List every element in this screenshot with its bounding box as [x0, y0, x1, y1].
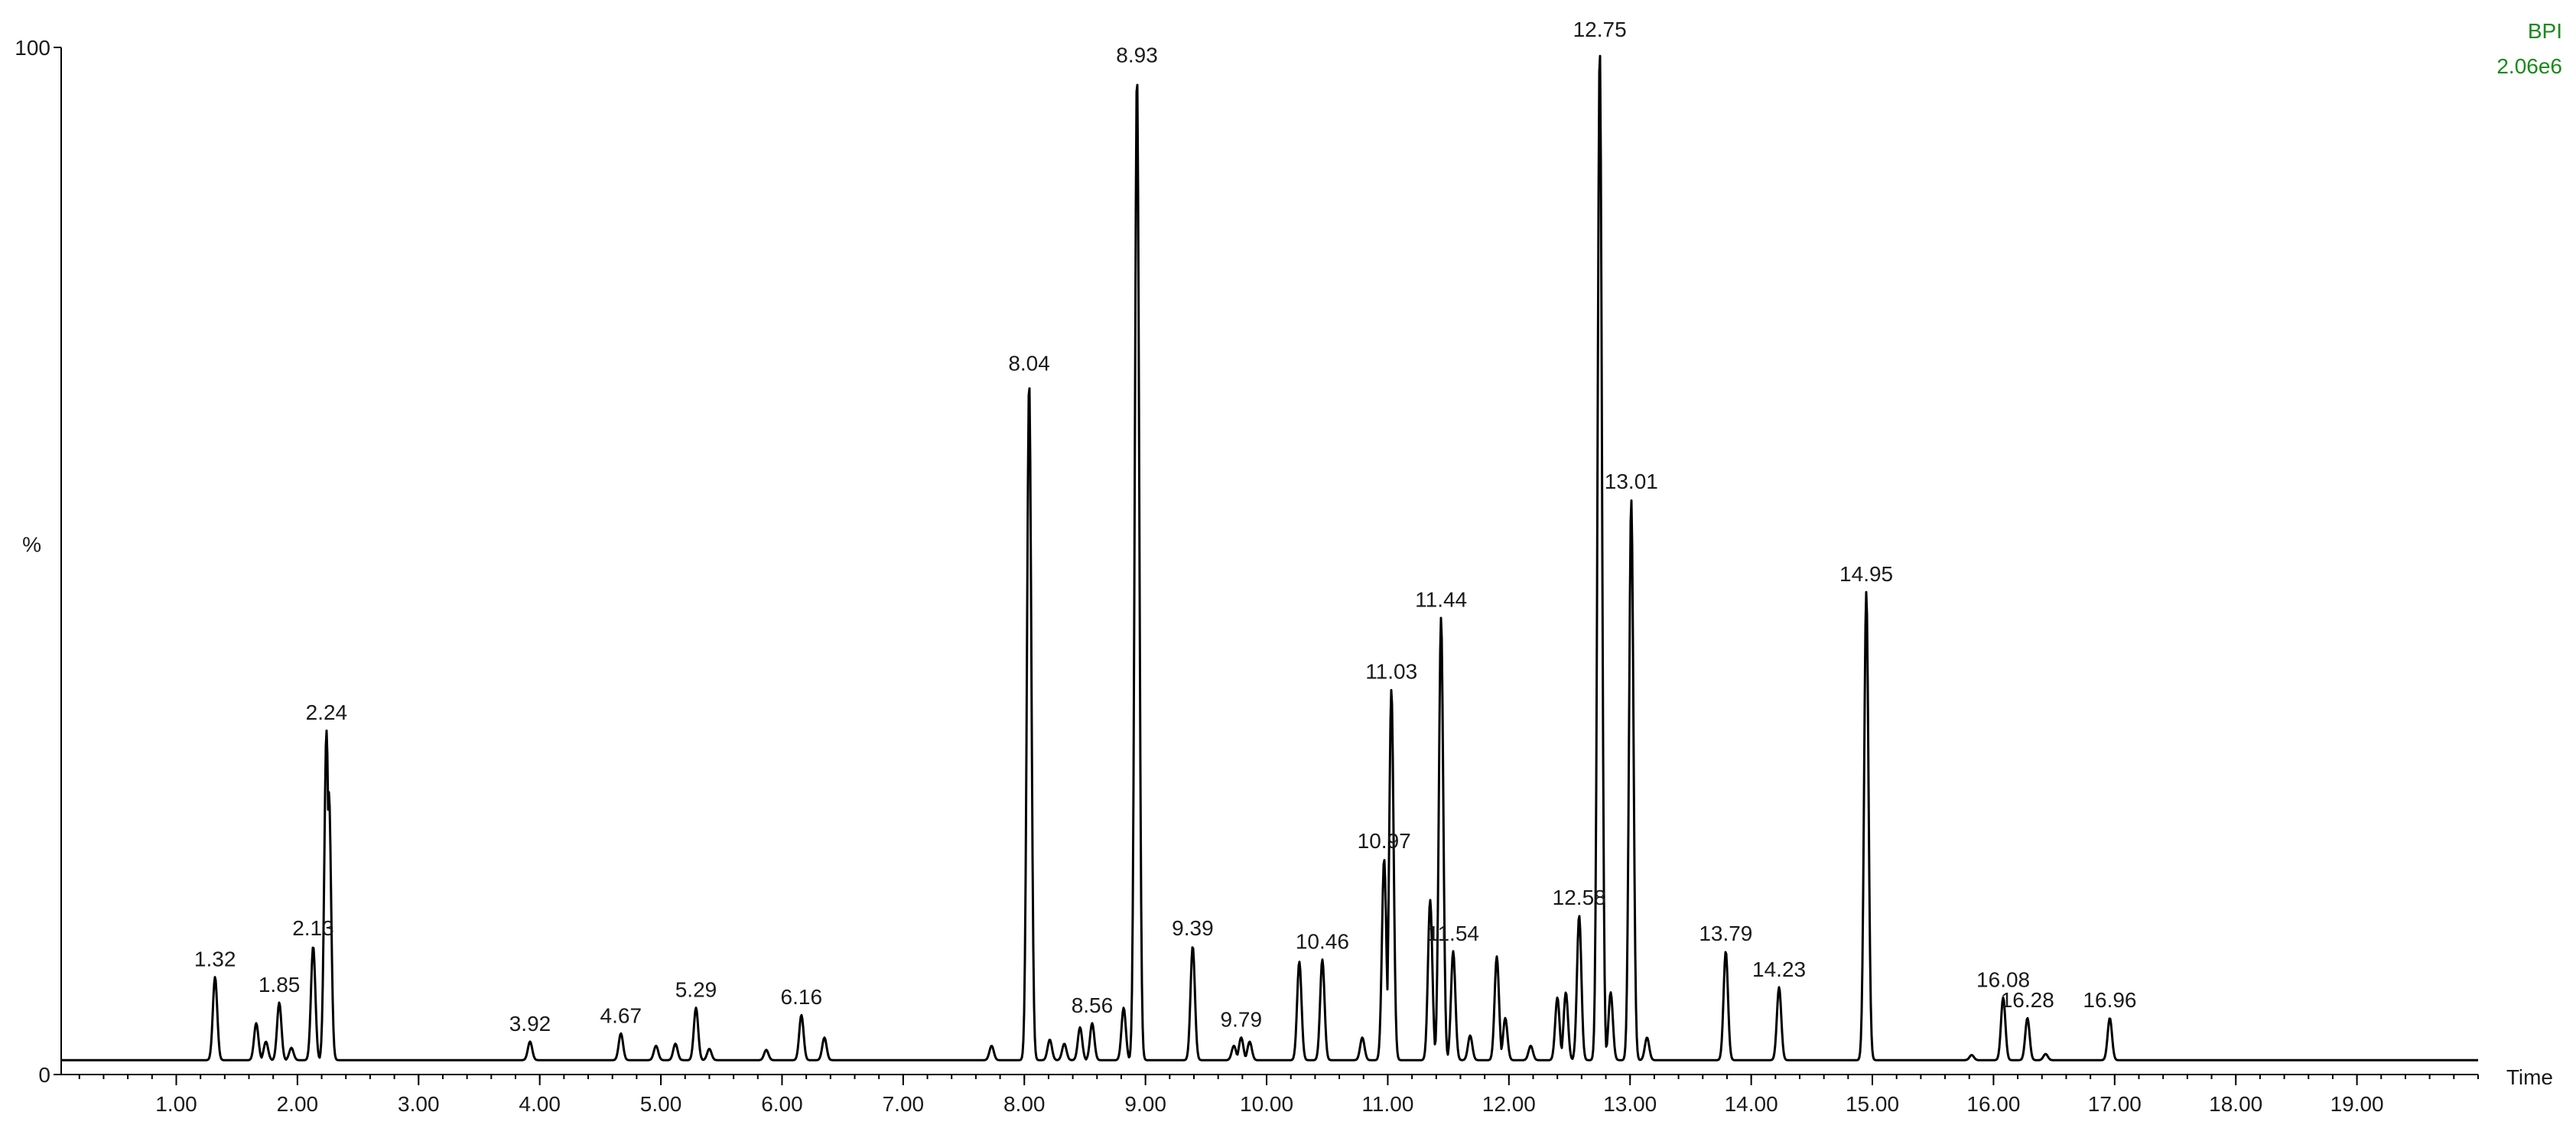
peak-label: 9.39 [1172, 916, 1214, 940]
x-tick-label: 12.00 [1482, 1092, 1536, 1116]
peak-label: 10.46 [1296, 930, 1349, 954]
trace-scale-label: 2.06e6 [2496, 54, 2562, 78]
peak-label: 8.04 [1008, 351, 1050, 375]
peak-label: 4.67 [600, 1003, 642, 1027]
x-tick-label: 19.00 [2330, 1092, 2384, 1116]
x-tick-label: 6.00 [761, 1092, 803, 1116]
x-tick-label: 10.00 [1240, 1092, 1293, 1116]
peak-label: 1.32 [194, 947, 236, 971]
x-tick-label: 16.00 [1966, 1092, 2020, 1116]
peak-label: 12.58 [1553, 886, 1606, 909]
peak-label: 12.75 [1573, 18, 1627, 41]
peak-label: 14.23 [1752, 958, 1806, 981]
peak-label: 11.03 [1365, 659, 1417, 683]
x-tick-label: 8.00 [1003, 1092, 1046, 1116]
peak-label: 3.92 [509, 1012, 551, 1036]
peak-label: 5.29 [675, 978, 717, 1002]
x-tick-label: 11.00 [1361, 1092, 1413, 1116]
x-tick-label: 9.00 [1124, 1092, 1166, 1116]
peak-label: 8.56 [1072, 993, 1114, 1017]
x-axis-label: Time [2506, 1065, 2553, 1089]
y-axis-label: % [22, 533, 41, 557]
x-tick-label: 18.00 [2209, 1092, 2262, 1116]
peak-label: 13.01 [1605, 470, 1658, 493]
x-tick-label: 4.00 [519, 1092, 561, 1116]
peak-label: 10.97 [1358, 829, 1411, 853]
peak-label: 16.96 [2083, 988, 2136, 1012]
y-tick-label-0: 0 [38, 1063, 50, 1087]
x-tick-label: 17.00 [2088, 1092, 2142, 1116]
chart-axes [60, 47, 2478, 1075]
x-tick-label: 7.00 [883, 1092, 925, 1116]
peak-label: 1.85 [259, 973, 301, 997]
peak-label: 16.08 [1976, 967, 2030, 991]
peak-labels: 1.32 1.85 2.13 2.24 3.92 4.67 5.29 6.16 8.04 8.56… [194, 18, 2137, 1036]
peak-label: 14.95 [1839, 562, 1893, 586]
x-tick-label: 1.00 [155, 1092, 197, 1116]
peak-label: 13.79 [1699, 922, 1752, 945]
peak-label: 11.44 [1415, 587, 1467, 611]
peak-label: 8.93 [1116, 44, 1158, 67]
y-tick-label-100: 100 [15, 36, 50, 60]
x-tick-label: 2.00 [277, 1092, 319, 1116]
peak-label: 16.28 [2001, 988, 2054, 1012]
x-axis-ticks: 1.00 2.00 3.00 4.00 5.00 6.00 7.00 8.00 9.00 10.0… [78, 1075, 2479, 1116]
peak-label: 2.24 [306, 701, 348, 724]
trace-label: BPI [2528, 19, 2562, 43]
bpi-trace-line [60, 54, 2479, 1062]
x-tick-label: 3.00 [398, 1092, 440, 1116]
peak-label: 6.16 [781, 985, 823, 1009]
x-tick-label: 13.00 [1603, 1092, 1657, 1116]
peak-label: 2.13 [292, 916, 334, 940]
peak-label: 9.79 [1221, 1008, 1263, 1032]
x-tick-label: 14.00 [1725, 1092, 1778, 1116]
y-axis-ticks: 100% 0 [15, 36, 61, 1087]
x-tick-label: 5.00 [640, 1092, 682, 1116]
x-tick-label: 15.00 [1846, 1092, 1899, 1116]
peak-label: 11.54 [1427, 922, 1479, 945]
